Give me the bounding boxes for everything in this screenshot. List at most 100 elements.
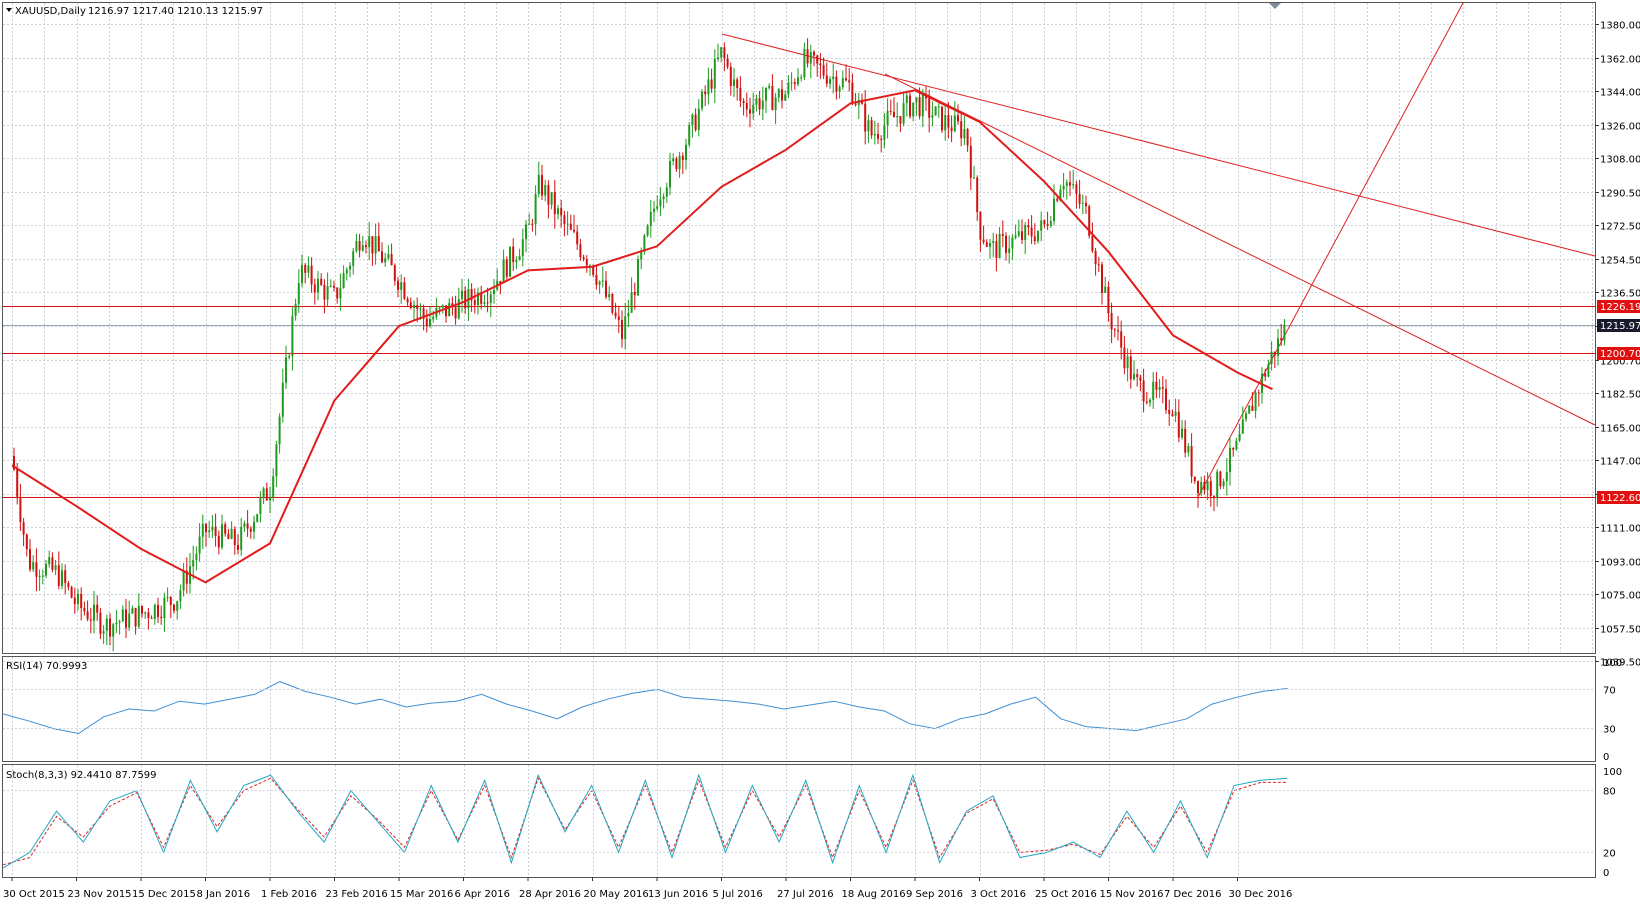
candle-body bbox=[109, 618, 111, 637]
candle-body bbox=[195, 553, 198, 561]
date-tick-label: 25 Oct 2016 bbox=[1035, 889, 1097, 900]
candle-body bbox=[29, 549, 31, 570]
candle-body bbox=[1267, 364, 1270, 377]
candle-body bbox=[67, 583, 70, 588]
trendlines[interactable] bbox=[721, 2, 1596, 498]
candle-body bbox=[1213, 496, 1215, 499]
candle-body bbox=[368, 236, 371, 248]
main-chart-frame bbox=[2, 2, 1596, 654]
candle-body bbox=[131, 608, 134, 614]
candle-body bbox=[877, 133, 879, 139]
candle-body bbox=[873, 133, 876, 136]
candle-body bbox=[96, 604, 99, 613]
candle-body bbox=[595, 274, 598, 285]
stoch-panel[interactable]: Stoch(8,3,3) 92.4410 87.7599 100 80 20 0 bbox=[2, 767, 1622, 879]
candle-body bbox=[83, 608, 86, 612]
stoch-signal-line[interactable] bbox=[2, 776, 1288, 866]
date-tick-label: 23 Nov 2015 bbox=[68, 889, 132, 900]
candle-body bbox=[211, 526, 214, 531]
candle-body bbox=[1136, 374, 1139, 378]
candle-body bbox=[272, 476, 275, 498]
candle-body bbox=[1104, 286, 1107, 293]
candle-body bbox=[886, 110, 889, 126]
candle-body bbox=[1142, 380, 1145, 402]
candle-body bbox=[928, 98, 931, 118]
candle-body bbox=[406, 298, 409, 303]
candle-body bbox=[845, 78, 847, 81]
candle-body bbox=[137, 606, 140, 627]
candle-body bbox=[1197, 481, 1199, 494]
stoch-axis: 100 80 20 0 bbox=[3, 767, 1622, 879]
ohlc-values: 1216.97 1217.40 1210.13 1215.97 bbox=[88, 6, 263, 17]
candle-body bbox=[979, 212, 982, 240]
candle-body bbox=[1158, 387, 1161, 390]
candle-body bbox=[992, 241, 995, 243]
horizontal-levels[interactable] bbox=[3, 306, 1595, 498]
candle-body bbox=[230, 528, 233, 539]
trendline-middle[interactable] bbox=[884, 73, 1596, 426]
candle-body bbox=[403, 282, 406, 299]
candlestick-series[interactable] bbox=[13, 38, 1286, 652]
stoch-panel-frame bbox=[2, 764, 1596, 878]
date-tick-label: 15 Nov 2016 bbox=[1100, 889, 1164, 900]
candle-body bbox=[1264, 373, 1267, 377]
candle-body bbox=[1133, 374, 1135, 380]
candle-body bbox=[585, 259, 588, 266]
candle-body bbox=[227, 533, 230, 539]
candle-body bbox=[176, 601, 179, 611]
candle-body bbox=[521, 239, 524, 257]
rsi-tick-label: 30 bbox=[1603, 725, 1616, 736]
candle-body bbox=[787, 82, 790, 95]
candle-body bbox=[640, 251, 643, 260]
dropdown-triangle-icon[interactable] bbox=[6, 8, 12, 12]
candle-body bbox=[1088, 206, 1091, 236]
candle-body bbox=[1203, 481, 1206, 491]
candle-body bbox=[179, 590, 182, 602]
candle-body bbox=[1030, 227, 1033, 237]
candle-body bbox=[1081, 202, 1084, 204]
candle-body bbox=[374, 236, 377, 254]
candle-body bbox=[573, 229, 575, 232]
price-axis: 1380.00 1362.00 1344.00 1326.00 1308.00 1290.… bbox=[1595, 21, 1640, 669]
candle-body bbox=[342, 273, 345, 288]
rsi-line[interactable] bbox=[2, 681, 1288, 735]
candle-body bbox=[483, 302, 486, 304]
candle-body bbox=[1069, 182, 1071, 186]
rsi-panel[interactable]: RSI(14) 70.9993 100 70 30 0 bbox=[2, 658, 1622, 763]
candle-body bbox=[1149, 399, 1151, 403]
candle-body bbox=[893, 111, 895, 118]
rsi-tick-label: 70 bbox=[1603, 685, 1616, 696]
candle-body bbox=[921, 94, 924, 117]
candle-body bbox=[1110, 313, 1113, 330]
trendline-upper[interactable] bbox=[721, 33, 1596, 257]
candle-body bbox=[729, 66, 732, 87]
candle-body bbox=[518, 256, 521, 261]
trendline-support[interactable] bbox=[1197, 2, 1464, 498]
price-tick-label: 1093.00 bbox=[1600, 558, 1640, 569]
stoch-main-line[interactable] bbox=[2, 773, 1288, 869]
chart-shift-marker-icon[interactable] bbox=[1269, 3, 1281, 9]
rsi-tick-label: 100 bbox=[1603, 658, 1622, 669]
candle-body bbox=[70, 587, 73, 598]
candle-body bbox=[365, 245, 367, 248]
tag-current-text: 1215.97 bbox=[1600, 321, 1640, 332]
candle-body bbox=[633, 292, 636, 296]
candle-body bbox=[851, 82, 854, 104]
candle-body bbox=[294, 303, 297, 316]
moving-average-line[interactable] bbox=[11, 89, 1273, 584]
candle-body bbox=[310, 265, 313, 285]
candle-body bbox=[371, 236, 374, 254]
candle-body bbox=[73, 597, 76, 605]
candle-body bbox=[579, 244, 582, 258]
candle-body bbox=[774, 97, 777, 111]
candle-body bbox=[1033, 236, 1036, 242]
candle-body bbox=[637, 259, 639, 296]
level-tags: 1226.19 1215.97 1200.70 1122.60 bbox=[1597, 300, 1640, 504]
candle-body bbox=[1091, 235, 1094, 252]
candle-body bbox=[662, 196, 665, 200]
candle-body bbox=[781, 89, 783, 101]
candle-body bbox=[339, 287, 342, 299]
candle-body bbox=[976, 177, 979, 213]
price-tick-label: 1147.00 bbox=[1600, 457, 1640, 468]
